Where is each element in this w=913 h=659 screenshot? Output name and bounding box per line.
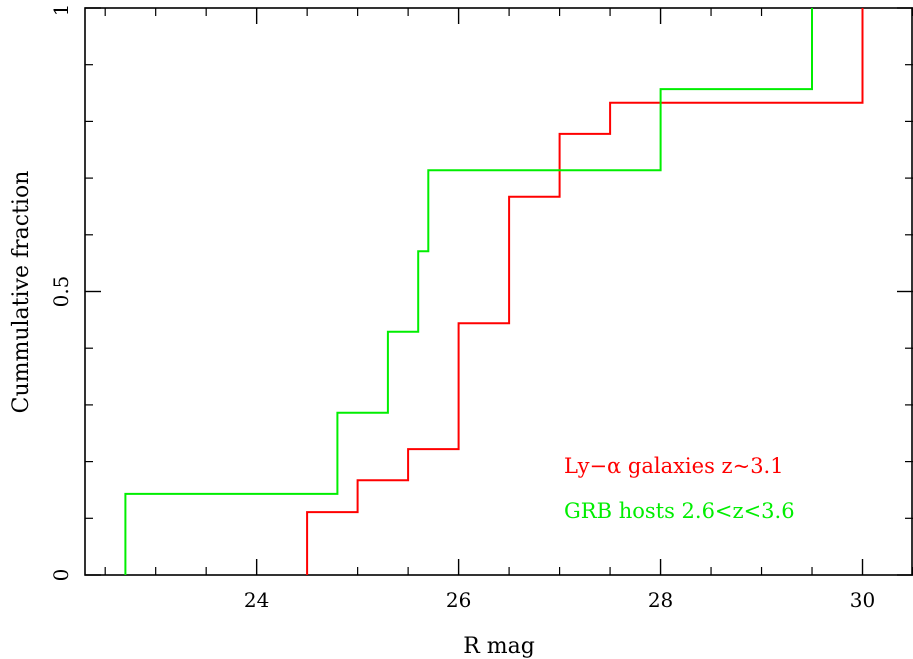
y-axis-label: Cummulative fraction — [9, 171, 34, 414]
series-lines — [124, 8, 864, 575]
series-line-0 — [306, 8, 864, 575]
x-tick-label: 24 — [244, 588, 269, 612]
axis-ticks — [85, 7, 913, 576]
x-tick-label: 28 — [648, 588, 673, 612]
x-tick-label: 26 — [446, 588, 471, 612]
legend-entry-lya-galaxies: Ly−α galaxies z~3.1 — [564, 454, 784, 478]
legend-entry-grb-hosts: GRB hosts 2.6<z<3.6 — [564, 499, 795, 523]
series-line-1 — [124, 8, 813, 575]
legend: Ly−α galaxies z~3.1 GRB hosts 2.6<z<3.6 — [564, 454, 795, 523]
plot-frame — [84, 7, 913, 576]
y-tick-label: 0.5 — [49, 276, 73, 308]
y-tick-label: 0 — [49, 569, 73, 582]
y-tick-label: 1 — [49, 4, 73, 17]
x-axis-label: R mag — [463, 634, 535, 659]
plot-border — [84, 7, 913, 576]
x-tick-label: 30 — [850, 588, 875, 612]
axis-tick-labels: 24 26 28 30 0 0.5 1 — [49, 4, 875, 612]
